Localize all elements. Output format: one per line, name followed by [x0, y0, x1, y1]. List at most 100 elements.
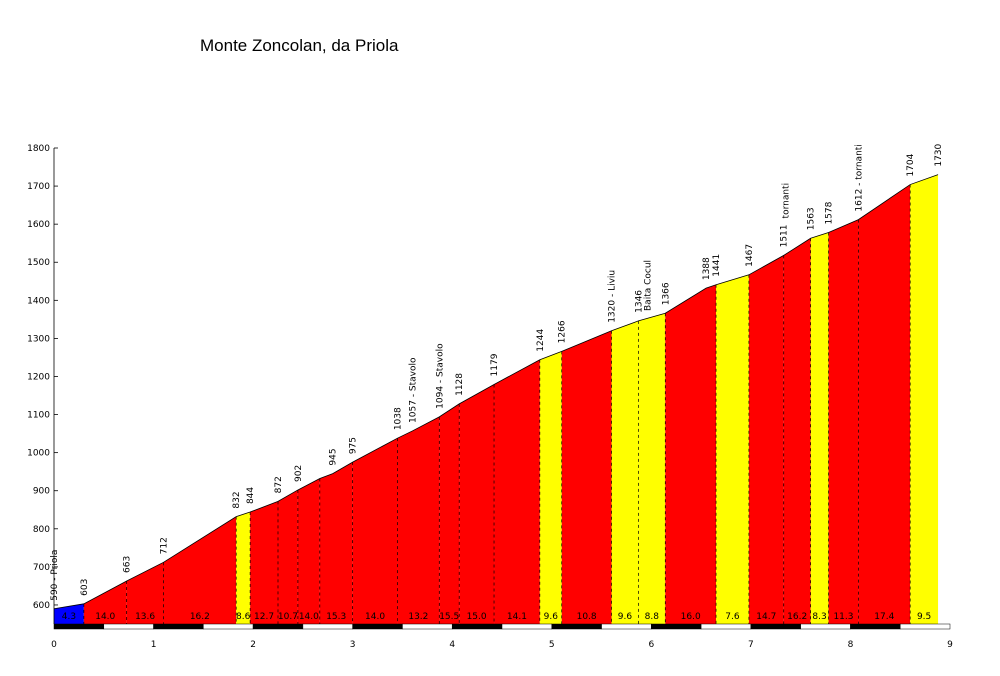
- segment-20: [748, 255, 784, 624]
- x-tick-label: 1: [151, 640, 157, 650]
- grade-label: 8.8: [645, 612, 660, 622]
- elevation-label: 603: [80, 579, 90, 596]
- elevation-label: 1612 - tornanti: [854, 144, 864, 211]
- profile-line: [53, 174, 939, 610]
- distance-bar-block: [352, 623, 403, 630]
- elevation-label: 1704: [906, 153, 916, 176]
- segment-18: [665, 284, 717, 624]
- x-tick-label: 6: [648, 640, 654, 650]
- y-tick-label: 1300: [27, 334, 50, 344]
- elevation-label: 1730: [934, 143, 944, 166]
- grade-label: 14.0: [299, 612, 319, 622]
- y-tick-label: 1000: [27, 449, 50, 459]
- distance-bar-block: [800, 623, 851, 630]
- annotations: Baita Cocul tornanti: [643, 183, 791, 311]
- elevation-label: 1563: [807, 207, 817, 230]
- y-tick-label: 1700: [27, 182, 50, 192]
- segment-0: [54, 603, 84, 624]
- chart-title: Monte Zoncolan, da Priola: [200, 36, 399, 55]
- y-tick-label: 800: [33, 525, 50, 535]
- annotation-label: Baita Cocul: [643, 260, 653, 311]
- distance-bar-block: [451, 623, 503, 630]
- elevation-label: 1038: [393, 407, 403, 430]
- x-tick-label: 9: [947, 640, 953, 650]
- grade-label: 14.0: [365, 612, 385, 622]
- y-tick-label: 1800: [27, 144, 50, 154]
- grade-label: 10.8: [577, 612, 597, 622]
- segment-2: [126, 562, 164, 624]
- distance-bar-block: [153, 623, 204, 630]
- grade-label: 13.2: [408, 612, 428, 622]
- segment-12: [459, 384, 495, 624]
- elevation-label: 1244: [536, 329, 546, 352]
- elevation-label: 1366: [661, 282, 671, 305]
- grade-label: 12.7: [254, 612, 274, 622]
- x-tick-label: 0: [51, 640, 57, 650]
- y-tick-label: 600: [33, 601, 50, 611]
- segment-6: [278, 489, 298, 624]
- segment-13: [494, 359, 540, 624]
- distance-bar-block: [501, 623, 553, 630]
- elevation-label: 712: [160, 537, 170, 554]
- elevation-label: 945: [329, 448, 339, 465]
- distance-bar-block: [103, 623, 154, 630]
- profile-outline: [53, 174, 939, 610]
- elevation-label: 1467: [745, 244, 755, 267]
- grade-label: 16.2: [787, 612, 807, 622]
- elevation-label: 1179: [490, 353, 500, 376]
- segment-10: [397, 416, 440, 624]
- grade-label: 11.3: [833, 612, 853, 622]
- y-tick-label: 700: [33, 563, 50, 573]
- x-tick-label: 5: [549, 640, 555, 650]
- elevation-label: 902: [294, 465, 304, 482]
- grade-segments: [54, 174, 939, 624]
- elevation-label: 975: [349, 437, 359, 454]
- grade-label: 15.0: [467, 612, 487, 622]
- segment-25: [910, 174, 939, 624]
- elevation-label: 872: [274, 476, 284, 493]
- elevation-labels: 590 - Priola 603 663 712 832 844 872 902 945 975 1…: [50, 143, 944, 600]
- segment-3: [163, 516, 237, 624]
- grade-label: 4.3: [62, 612, 76, 622]
- distance-bar-block: [899, 623, 951, 630]
- x-tick-label: 2: [250, 640, 256, 650]
- distance-bar-block: [850, 623, 901, 630]
- elevation-label: 1388: [702, 257, 712, 280]
- elevation-label: 1441: [712, 254, 722, 277]
- grade-label: 15.5: [439, 612, 459, 622]
- distance-bar-block: [601, 623, 652, 630]
- segment-11: [439, 403, 460, 624]
- segment-15: [561, 330, 612, 624]
- axes: 600 700 800 900 1000 1100 1200 1300 1400 1500 1600…: [27, 144, 953, 650]
- x-tick-label: 7: [748, 640, 754, 650]
- distance-bar-block: [302, 623, 353, 630]
- elevation-label: 1511: [780, 224, 790, 247]
- grade-labels: 4.3 14.0 13.6 16.2 8.6 12.7 10.7 14.0 15.3 14.0 13…: [62, 612, 932, 622]
- distance-bar-block: [402, 623, 453, 630]
- segment-22: [810, 232, 829, 624]
- segment-17: [638, 313, 666, 624]
- y-tick-label: 1600: [27, 220, 50, 230]
- grade-label: 17.4: [874, 612, 894, 622]
- grade-label: 14.7: [756, 612, 776, 622]
- distance-bar-block: [252, 623, 304, 630]
- grade-label: 9.6: [618, 612, 633, 622]
- segment-4: [236, 512, 251, 624]
- segment-5: [250, 501, 278, 624]
- grade-label: 8.6: [236, 612, 251, 622]
- grade-label: 7.6: [725, 612, 740, 622]
- x-tick-label: 3: [350, 640, 356, 650]
- distance-bar: [53, 623, 951, 630]
- kilometer-dividers: [83, 184, 911, 624]
- grade-label: 16.2: [190, 612, 210, 622]
- y-tick-label: 1500: [27, 258, 50, 268]
- grade-label: 10.7: [278, 612, 298, 622]
- elevation-label: 832: [232, 491, 242, 508]
- elevation-label: 1320 - Liviu: [608, 270, 618, 323]
- segment-9: [352, 438, 398, 624]
- elevation-label: 1346: [634, 290, 644, 313]
- segment-24: [858, 184, 911, 624]
- elevation-label: 1128: [455, 373, 465, 396]
- distance-bar-block: [551, 623, 602, 630]
